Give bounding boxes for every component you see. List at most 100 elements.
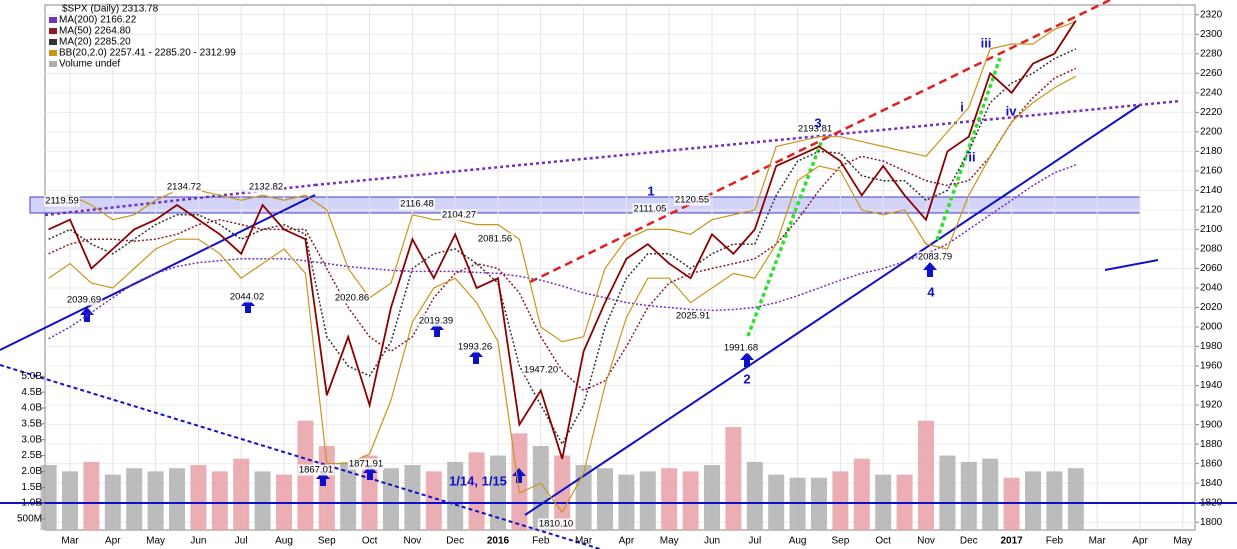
y-tick-label: 1820 (1200, 497, 1223, 508)
volume-bar (853, 458, 870, 530)
volume-bar (832, 471, 849, 530)
price-annotation: 2025.91 (676, 311, 710, 322)
volume-bar (939, 455, 956, 530)
legend-label: MA(200) 2166.22 (59, 15, 137, 26)
y2-tick-label: 1.5B (21, 482, 42, 493)
volume-bar (447, 461, 464, 530)
up-arrow (363, 465, 377, 480)
price-annotation: 2193.81 (798, 124, 832, 135)
chart-title: $SPX (Daily) 2313.78 (62, 4, 159, 15)
volume-bar (233, 458, 250, 530)
volume-bar (40, 465, 57, 530)
legend-label: Volume undef (59, 59, 120, 70)
volume-bar (554, 455, 571, 530)
annotation-box (44, 195, 80, 207)
x-tick-label: 2016 (487, 536, 510, 547)
y-tick-label: 2160 (1200, 166, 1223, 177)
bollinger-upper (48, 21, 1077, 343)
bollinger-lower (48, 75, 1077, 514)
legend-swatch (49, 39, 57, 45)
y-tick-label: 2180 (1200, 146, 1223, 157)
legend-swatch (49, 50, 57, 56)
legend-label: MA(50) 2264.80 (59, 26, 131, 37)
y-tick-label: 1980 (1200, 341, 1223, 352)
price-line (48, 20, 1077, 460)
trend-line (314, 99, 1181, 187)
x-tick-label: Feb (1046, 536, 1064, 547)
volume-bar (361, 455, 378, 530)
x-tick-label: Oct (875, 536, 891, 547)
y2-tick-label: 2.5B (21, 450, 42, 461)
volume-bar (468, 452, 485, 530)
y-tick-label: 2260 (1200, 68, 1223, 79)
legend-label: MA(20) 2285.20 (59, 37, 131, 48)
y-tick-label: 1840 (1200, 478, 1223, 489)
y-tick-label: 1940 (1200, 380, 1223, 391)
volume-bar (190, 465, 207, 530)
wave-label: iii (981, 35, 992, 50)
x-tick-label: Feb (532, 536, 550, 547)
volume-bar (147, 471, 164, 530)
y-tick-label: 2000 (1200, 322, 1223, 333)
volume-bar (169, 468, 185, 530)
x-tick-label: Jun (704, 536, 720, 547)
price-annotation: 1993.26 (458, 342, 492, 353)
price-annotation: 2020.86 (335, 293, 369, 304)
y2-tick-label: 3.5B (21, 419, 42, 430)
annotation-box (674, 310, 712, 322)
annotation-box (537, 518, 575, 530)
x-tick-label: Aug (789, 536, 807, 547)
volume-bar (725, 427, 742, 530)
annotation-box (347, 458, 385, 470)
volume-bar (661, 468, 678, 530)
legend-swatch (49, 17, 57, 23)
up-arrow (469, 349, 483, 364)
up-arrow (316, 471, 330, 486)
y2-tick-label: 4.0B (21, 403, 42, 414)
price-annotation: 2083.79 (918, 252, 952, 263)
x-tick-label: Nov (404, 536, 422, 547)
trend-line (524, 104, 1141, 516)
x-tick-label: May (146, 536, 165, 547)
x-tick-label: Apr (105, 536, 121, 547)
y-tick-label: 2120 (1200, 205, 1223, 216)
price-annotation: 2132.82 (249, 182, 283, 193)
x-tick-label: Sep (832, 536, 850, 547)
x-tick-label: Oct (362, 536, 378, 547)
y-tick-label: 1880 (1200, 439, 1223, 450)
y-tick-label: 2060 (1200, 263, 1223, 274)
volume-bar (597, 468, 613, 530)
y2-tick-label: 500M (17, 514, 42, 525)
volume-bar (404, 465, 421, 530)
y-tick-label: 2300 (1200, 29, 1223, 40)
wave-label: 1/14, 1/15 (449, 473, 507, 488)
y-tick-label: 1900 (1200, 419, 1223, 430)
annotation-box (297, 464, 335, 476)
price-annotation: 2111.05 (634, 204, 667, 215)
volume-bar (254, 471, 271, 530)
annotation-box (165, 181, 203, 193)
x-tick-label: Mar (1089, 536, 1107, 547)
volume-bar (490, 455, 506, 530)
wave-label: 1 (647, 183, 654, 198)
y2-tick-label: 5.0B (21, 371, 42, 382)
x-tick-label: Dec (446, 536, 464, 547)
y-tick-label: 2040 (1200, 283, 1223, 294)
x-tick-label: Apr (1132, 536, 1148, 547)
y-tick-label: 2080 (1200, 244, 1223, 255)
annotation-box (399, 198, 435, 210)
annotation-box (796, 123, 834, 135)
volume-bar (425, 471, 442, 530)
volume-bar (639, 471, 656, 530)
annotation-box (722, 342, 760, 354)
price-annotation: 2044.02 (230, 292, 264, 303)
annotation-box (228, 291, 266, 303)
volume-bar (62, 471, 78, 530)
y2-tick-label: 2.0B (21, 466, 42, 477)
annotation-box (673, 194, 711, 206)
volume-bar (982, 458, 999, 530)
x-tick-label: Jul (235, 536, 248, 547)
price-annotation: 2120.55 (675, 195, 709, 206)
